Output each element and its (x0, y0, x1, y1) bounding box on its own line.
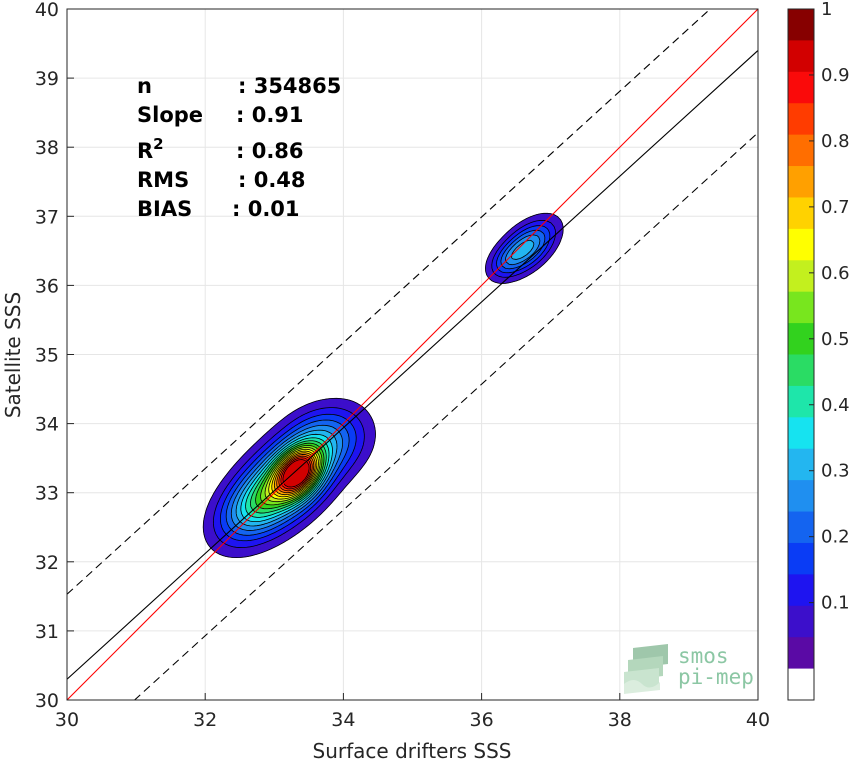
logo-line2: pi-mep (678, 665, 754, 689)
colorbar-tick-label: 0.3 (821, 461, 850, 482)
y-axis-ticks: 30 31 32 33 34 35 36 37 38 39 40 (35, 0, 74, 712)
stat-value: : 0.91 (236, 103, 304, 127)
colorbar-swatch (788, 260, 814, 293)
colorbar-tick-label: 0.1 (821, 593, 850, 614)
colorbar-swatch (788, 166, 814, 198)
colorbar-swatch (788, 134, 814, 167)
y-tick-label: 35 (35, 345, 59, 367)
x-axis-label: Surface drifters SSS (313, 739, 512, 763)
y-tick-label: 32 (35, 552, 59, 574)
x-axis-ticks: 30 32 34 36 38 40 (55, 693, 770, 731)
stat-value: : 0.86 (236, 139, 304, 163)
x-tick-label: 36 (470, 709, 494, 731)
reference-lines (67, 9, 758, 700)
regression-line (67, 50, 758, 680)
colorbar-swatch (788, 480, 814, 513)
contour-line (213, 220, 556, 548)
contour-line (245, 437, 330, 518)
y-tick-label: 31 (35, 621, 59, 643)
stat-value: : 0.48 (238, 168, 306, 192)
colorbar-swatch (788, 637, 814, 670)
colorbar-swatch (788, 668, 814, 701)
colorbar-tick-label: 0.7 (821, 197, 850, 218)
colorbar-swatch (788, 40, 814, 73)
colorbar-swatch (788, 448, 814, 481)
y-tick-label: 33 (35, 483, 59, 505)
grid-lines (66, 8, 759, 701)
contour-line (202, 212, 564, 559)
x-tick-label: 40 (746, 709, 770, 731)
colorbar: 0.1 0.2 0.3 0.4 0.5 0.6 0.7 0.8 0.9 1 (787, 0, 850, 701)
colorbar-swatch (788, 574, 814, 607)
colorbar-swatch (788, 291, 814, 324)
colorbar-swatch (788, 228, 814, 261)
colorbar-tick-label: 0.2 (821, 527, 850, 548)
y-tick-label: 39 (35, 68, 59, 90)
colorbar-swatch (788, 9, 814, 41)
colorbar-swatch (788, 605, 814, 638)
stat-label: RMS (137, 168, 189, 192)
stat-label: Slope (137, 103, 203, 127)
smos-pi-mep-logo: smos pi-mep (624, 644, 754, 694)
y-tick-label: 38 (35, 137, 59, 159)
colorbar-swatch (788, 417, 814, 450)
logo-line1: smos (678, 644, 729, 668)
contour-line (278, 455, 313, 492)
colorbar-swatch (788, 197, 814, 230)
y-axis-label: Satellite SSS (1, 292, 25, 418)
stat-value: : 354865 (238, 74, 341, 98)
density-contours (202, 212, 564, 559)
y-tick-label: 37 (35, 206, 59, 228)
colorbar-tick-label: 0.5 (821, 329, 850, 350)
x-tick-label: 38 (608, 709, 632, 731)
colorbar-tick-label: 0.8 (821, 131, 850, 152)
stat-value: : 0.01 (232, 197, 300, 221)
statistics-box: n : 354865 Slope : 0.91 R2 : 0.86 RMS : 0.48 BIA… (137, 74, 341, 221)
colorbar-swatch (788, 511, 814, 544)
colorbar-swatch (788, 103, 814, 136)
stat-label: BIAS (137, 197, 192, 221)
contour-line (240, 433, 333, 523)
colorbar-swatch (788, 354, 814, 387)
stat-label: R2 (137, 135, 164, 163)
contour-line (268, 448, 319, 500)
colorbar-tick-label: 0.9 (821, 65, 850, 86)
identity-line (67, 9, 758, 700)
y-tick-label: 30 (35, 690, 59, 712)
y-tick-label: 34 (35, 414, 59, 436)
x-tick-label: 30 (55, 709, 79, 731)
colorbar-frame (787, 8, 815, 701)
stat-label: n (137, 74, 152, 98)
colorbar-tick-label: 1 (821, 0, 832, 20)
colorbar-swatch (788, 385, 814, 418)
contour-line (271, 450, 318, 498)
colorbar-tick-label: 0.4 (821, 395, 850, 416)
contour-line (220, 225, 551, 542)
logo-emblem-icon (624, 644, 668, 694)
contour-line (273, 452, 316, 496)
y-tick-label: 36 (35, 275, 59, 297)
y-tick-label: 40 (35, 0, 59, 21)
colorbar-swatch (788, 71, 814, 104)
contour-line (282, 459, 310, 488)
x-tick-label: 34 (331, 709, 355, 731)
colorbar-tick-label: 0.6 (821, 263, 850, 284)
x-tick-label: 32 (193, 709, 217, 731)
colorbar-swatch (788, 542, 814, 575)
